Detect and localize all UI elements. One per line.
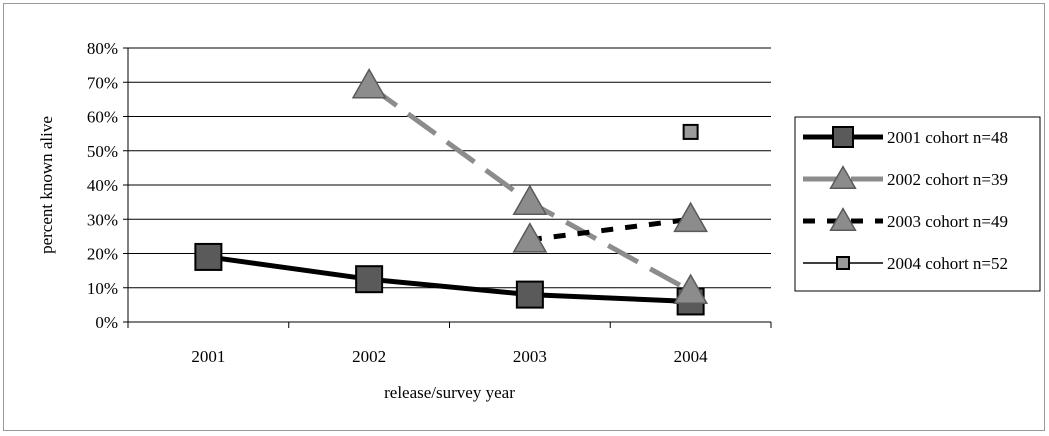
legend: 2001 cohort n=48 2002 cohort n=39 2003 coh… [794, 116, 1041, 292]
triangle-marker [673, 273, 709, 305]
gridlines [128, 47, 771, 289]
triangle-marker [512, 222, 548, 253]
square-marker [355, 265, 384, 294]
square-marker [836, 256, 850, 270]
legend-entry: 2003 cohort n=49 [803, 207, 1008, 232]
x-tick-label: 2004 [674, 347, 709, 366]
series-group [194, 68, 709, 316]
y-tick-label: 20% [87, 245, 118, 264]
legend-label: 2004 cohort n=52 [887, 254, 1008, 273]
y-tick-label: 30% [87, 210, 118, 229]
series-line [208, 254, 691, 304]
series-4 [682, 123, 699, 140]
x-axis-title: release/survey year [384, 383, 515, 402]
square-marker [515, 280, 544, 309]
triangle-marker [351, 68, 387, 99]
legend-entry: 2004 cohort n=52 [803, 254, 1008, 273]
chart-frame: 0% 10% 20% 30% 40% 50% 60% 70% 80% 2001 2002 2003 20… [3, 3, 1045, 431]
y-tick-label: 10% [87, 279, 118, 298]
y-tick-label: 70% [87, 73, 118, 92]
legend-entry: 2001 cohort n=48 [803, 126, 1008, 148]
y-tick-label: 80% [87, 39, 118, 58]
x-tick-label: 2001 [191, 347, 225, 366]
series-1 [194, 242, 705, 316]
legend-entry: 2002 cohort n=39 [803, 165, 1008, 190]
y-tick-label: 60% [87, 108, 118, 127]
square-marker [194, 242, 223, 271]
y-tick-label: 50% [87, 142, 118, 161]
legend-label: 2001 cohort n=48 [887, 128, 1008, 147]
y-tick-label: 0% [95, 313, 118, 332]
x-tick-label: 2003 [513, 347, 547, 366]
x-tick-label: 2002 [352, 347, 386, 366]
y-axis-title: percent known alive [37, 116, 56, 254]
axes: 0% 10% 20% 30% 40% 50% 60% 70% 80% 2001 2002 2003 20… [87, 39, 772, 366]
triangle-marker [829, 207, 857, 232]
series-line [529, 216, 691, 243]
square-marker [682, 123, 699, 140]
y-tick-label: 40% [87, 176, 118, 195]
line-chart: 0% 10% 20% 30% 40% 50% 60% 70% 80% 2001 2002 2003 20… [37, 39, 1041, 402]
triangle-marker [829, 165, 857, 190]
square-marker [832, 126, 854, 148]
triangle-marker [673, 201, 709, 233]
series-3 [512, 201, 709, 253]
legend-label: 2002 cohort n=39 [887, 170, 1008, 189]
triangle-marker [512, 184, 548, 215]
legend-label: 2003 cohort n=49 [887, 212, 1008, 231]
series-2 [351, 68, 709, 305]
